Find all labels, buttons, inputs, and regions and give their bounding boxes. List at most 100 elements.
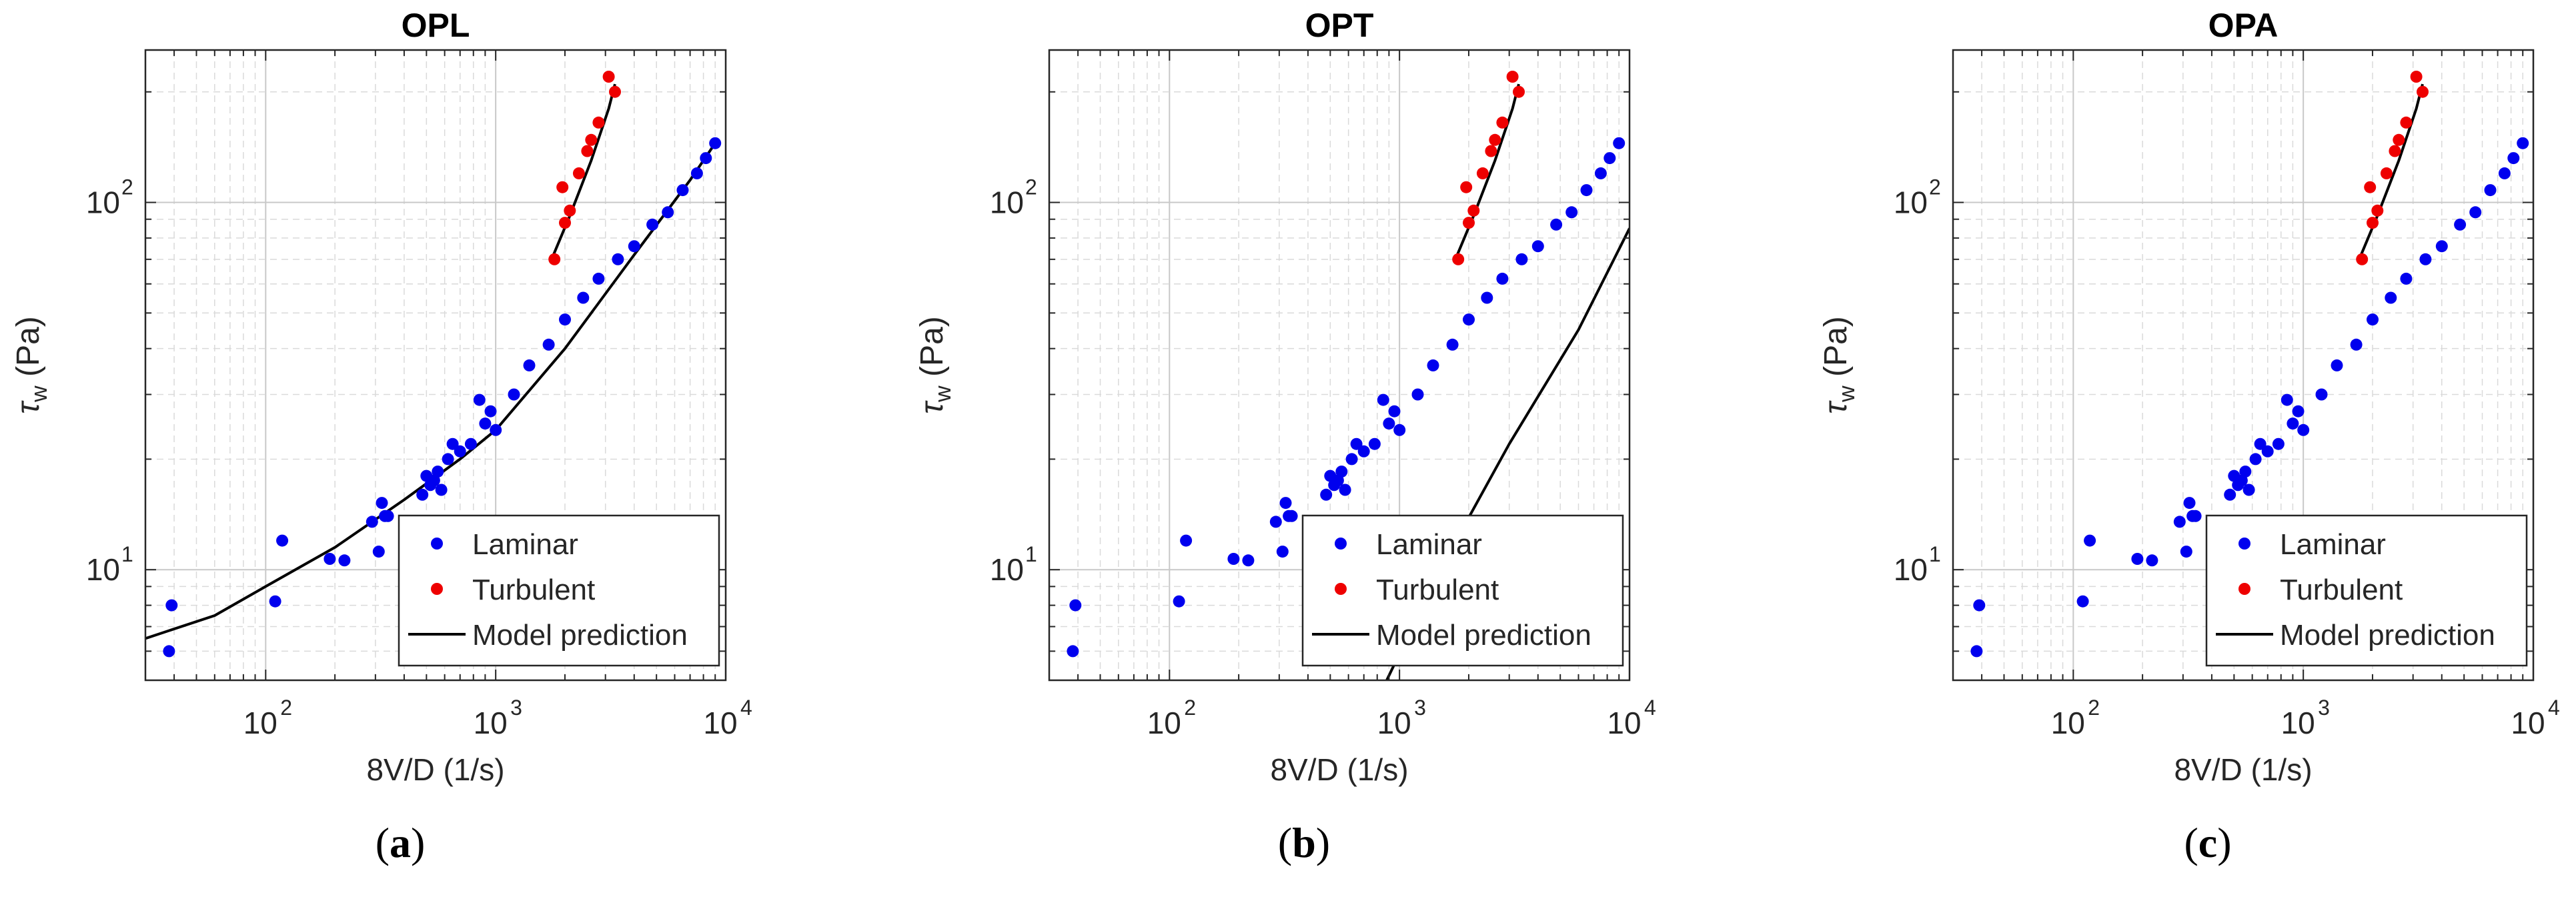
laminar-point [1411,388,1424,401]
x-tick-label-exponent: 2 [2088,696,2100,720]
x-tick-label: 10 [474,706,508,740]
laminar-point [2084,534,2096,547]
y-tick-label: 10 [990,185,1024,220]
laminar-point [592,272,605,285]
laminar-point [1594,167,1607,179]
laminar-point [2076,595,2089,608]
laminar-point [1242,554,1255,567]
laminar-point [2173,516,2186,528]
turbulent-point [2410,71,2423,83]
axes-box [1048,49,1631,682]
laminar-point [464,437,477,450]
model-prediction-line [2358,83,2424,260]
y-tick-label-exponent: 2 [121,175,133,199]
laminar-point [416,488,429,501]
legend-label-turbulent: Turbulent [2280,574,2403,606]
turbulent-point [572,167,585,179]
turbulent-point [585,133,598,146]
laminar-point [1173,595,1185,608]
y-tick-label-exponent: 1 [1025,542,1037,566]
turbulent-point [1489,133,1501,146]
laminar-point [1393,423,1406,436]
turbulent-point [581,145,594,157]
legend-box [1301,514,1624,667]
x-tick-label: 10 [1377,706,1411,740]
x-axis-label: 8V/D (1/s) [2174,752,2312,787]
laminar-point [2239,466,2252,478]
laminar-point [1446,338,1459,351]
laminar-point [2261,445,2274,458]
turbulent-point [564,204,576,217]
legend-marker-laminar [2238,538,2250,550]
panel-label-letter: c [2198,819,2217,866]
laminar-point [2435,240,2448,253]
laminar-point [628,240,640,253]
legend-label-laminar: Laminar [2280,528,2386,561]
laminar-point [523,359,536,371]
laminar-point [473,393,486,406]
laminar-point [165,599,178,612]
legend-label-laminar: Laminar [1376,528,1482,561]
x-tick-label-exponent: 3 [510,696,522,720]
laminar-point [2146,554,2158,567]
y-axis-label-symbol: τ [11,400,46,414]
plot-data [1970,71,2529,658]
x-axis-label: 8V/D (1/s) [1270,752,1408,787]
laminar-point [1383,417,1395,430]
laminar-point [2367,313,2379,326]
turbulent-point [1506,71,1519,83]
x-tick-label: 10 [2051,706,2085,740]
laminar-point [484,405,497,417]
x-tick-label: 10 [2281,706,2315,740]
ticks [145,50,726,681]
panel-title: OPA [2208,7,2279,44]
y-axis-label-subscript: w [930,385,956,403]
panel-label: (c) [2184,819,2231,866]
turbulent-point [1452,253,1465,265]
laminar-point [1481,291,1493,304]
laminar-point [646,218,659,231]
laminar-point [542,338,555,351]
axes-box [144,49,727,682]
laminar-point [1565,206,1578,219]
laminar-point [2249,453,2262,466]
panel-label-letter: a [390,819,411,866]
laminar-point [577,291,590,304]
ticks [1952,50,2533,681]
laminar-point [2183,497,2196,510]
legend-label-model-prediction: Model prediction [472,619,688,652]
y-tick-label-exponent: 2 [1929,175,1941,199]
laminar-point [1427,359,1439,371]
chart-panel-a: 10 2 10 3 10 410 110 28V/D (1/s)τw (Pa)OPLLamin… [11,7,752,866]
panel-label: (b) [1278,819,1330,866]
y-axis-label: τw (Pa) [914,316,956,414]
laminar-point [1496,272,1509,285]
laminar-point [2385,291,2397,304]
x-tick-label: 10 [1147,706,1181,740]
turbulent-point [2400,116,2413,129]
y-axis-label: τw (Pa) [1818,316,1860,414]
laminar-point [372,546,385,558]
laminar-point [1463,313,1475,326]
x-tick-label: 10 [2511,706,2545,740]
turbulent-point [1467,204,1480,217]
y-tick-label-exponent: 1 [1929,542,1941,566]
turbulent-point [556,181,569,193]
laminar-point [2315,388,2328,401]
turbulent-point [2393,133,2405,146]
y-axis-label-symbol: τ [1818,400,1854,414]
turbulent-point [2389,145,2401,157]
legend-box [398,514,720,667]
laminar-point [2517,137,2529,149]
laminar-point [2287,417,2299,430]
laminar-point [2254,437,2267,450]
laminar-point [1388,405,1401,417]
y-tick-label: 10 [1894,185,1928,220]
y-axis-label-symbol: τ [914,400,950,414]
chart-panel-b: 10 2 10 3 10 410 110 28V/D (1/s)τw (Pa)OPTLamin… [914,7,1656,866]
x-tick-label-exponent: 4 [2548,696,2560,720]
laminar-point [366,516,378,528]
y-axis-label-subscript: w [1834,385,1860,403]
laminar-point [432,466,444,478]
